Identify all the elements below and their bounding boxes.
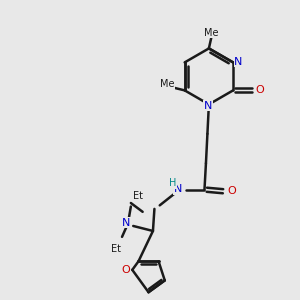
Text: N: N bbox=[204, 101, 212, 111]
Text: Me: Me bbox=[160, 80, 174, 89]
Text: O: O bbox=[227, 186, 236, 196]
Text: N: N bbox=[174, 184, 182, 194]
Text: O: O bbox=[122, 266, 130, 275]
Text: Et: Et bbox=[133, 190, 143, 201]
Text: O: O bbox=[255, 85, 264, 95]
Text: H: H bbox=[169, 178, 177, 188]
Text: Et: Et bbox=[111, 244, 121, 254]
Text: Me: Me bbox=[204, 28, 218, 38]
Text: N: N bbox=[234, 57, 243, 67]
Text: N: N bbox=[122, 218, 130, 228]
